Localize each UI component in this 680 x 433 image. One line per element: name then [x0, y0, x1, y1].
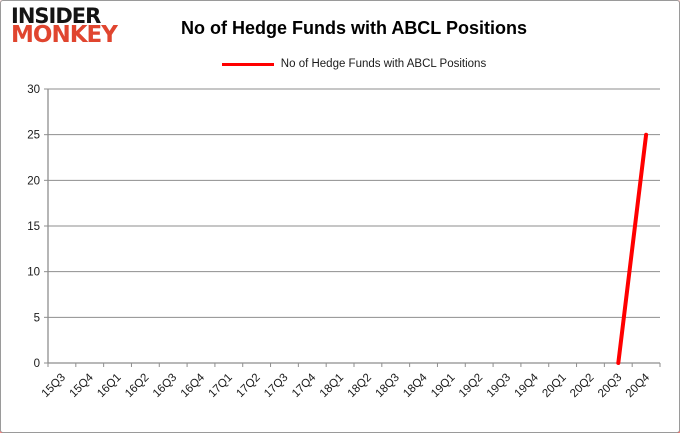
x-axis-label: 18Q1: [318, 372, 346, 400]
x-axis-label: 20Q3: [596, 372, 624, 400]
y-axis-label: 5: [34, 312, 40, 324]
x-axis-label: 18Q4: [401, 371, 430, 400]
y-axis-label: 20: [27, 175, 40, 187]
series-line: [616, 132, 649, 365]
legend: No of Hedge Funds with ABCL Positions: [48, 58, 660, 70]
logo-line-insider: INSIDER: [11, 4, 101, 28]
x-axis-label: 17Q2: [234, 372, 262, 400]
y-axis-label: 30: [27, 84, 40, 96]
logo-line-monkey: MONKEY: [11, 21, 118, 48]
x-axis-label: 16Q2: [123, 372, 151, 400]
y-axis-label: 25: [27, 130, 40, 142]
x-axis-label: 18Q3: [373, 372, 401, 400]
legend-label: No of Hedge Funds with ABCL Positions: [280, 58, 487, 70]
x-axis-label: 15Q3: [40, 372, 68, 400]
insider-monkey-logo: INSIDER MONKEY: [11, 4, 118, 48]
x-axis-label: 17Q1: [207, 372, 235, 400]
x-axis-label: 15Q4: [67, 371, 96, 400]
x-axis-label: 19Q2: [457, 372, 485, 400]
x-axis-label: 20Q2: [568, 372, 596, 400]
legend-line-marker: [221, 62, 274, 66]
x-axis-label: 16Q3: [151, 372, 179, 400]
y-axis-label: 0: [34, 358, 40, 370]
chart-title: No of Hedge Funds with ABCL Positions: [181, 18, 527, 38]
y-axis-label: 15: [27, 221, 40, 233]
x-axis-label: 20Q1: [540, 372, 568, 400]
x-axis-label: 20Q4: [624, 371, 653, 400]
x-axis-label: 18Q2: [346, 372, 374, 400]
x-axis-label: 16Q4: [179, 371, 208, 400]
x-axis-label: 17Q4: [290, 371, 319, 400]
x-axis-label: 16Q1: [95, 372, 123, 400]
x-axis-label: 19Q4: [513, 371, 542, 400]
x-axis-label: 19Q1: [429, 372, 457, 400]
x-axis-label: 17Q3: [262, 372, 290, 400]
y-axis-label: 10: [27, 267, 40, 279]
x-axis-label: 19Q3: [485, 372, 513, 400]
